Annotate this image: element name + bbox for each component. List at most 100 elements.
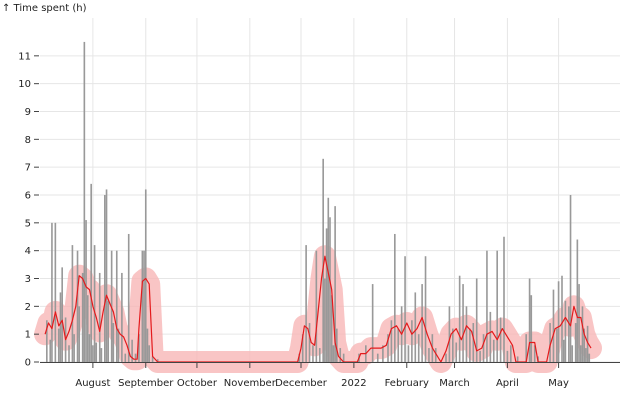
bar <box>336 328 338 362</box>
bar <box>71 245 74 362</box>
x-tick-label: September <box>118 378 174 389</box>
y-tick-label: 2 <box>25 302 31 313</box>
x-tick-label: December <box>275 378 328 389</box>
bar <box>318 348 321 362</box>
axes: 0 1 2 3 4 5 6 7 8 9 10 11 August September October Nove… <box>18 51 620 389</box>
bar <box>510 345 512 362</box>
bar <box>390 320 393 362</box>
bar <box>308 323 311 362</box>
bar <box>462 284 464 362</box>
bar <box>528 278 531 362</box>
bar <box>54 222 57 362</box>
bar <box>503 236 505 362</box>
bar <box>394 233 396 362</box>
bar <box>83 41 86 363</box>
bar <box>475 278 478 362</box>
bar <box>342 353 345 362</box>
y-tick-label: 4 <box>25 246 31 257</box>
bar <box>95 342 98 362</box>
y-tick-label: 7 <box>25 163 31 174</box>
bar <box>452 328 454 362</box>
x-tick-label: May <box>548 378 569 389</box>
bar <box>557 281 560 362</box>
bar <box>479 350 481 362</box>
bar <box>516 356 519 362</box>
bar <box>576 239 579 362</box>
bar <box>131 339 133 362</box>
bar <box>569 195 572 362</box>
bar <box>124 353 127 362</box>
bar <box>115 250 118 362</box>
bar <box>424 256 427 362</box>
bar <box>325 228 328 362</box>
bar <box>68 345 70 362</box>
bar <box>339 348 342 362</box>
bar <box>301 334 304 362</box>
x-tick-label: March <box>439 378 469 389</box>
y-tick-label: 9 <box>25 107 31 118</box>
bar <box>404 256 406 362</box>
x-tick-label: February <box>385 378 429 389</box>
bar <box>469 328 471 362</box>
bar <box>134 353 137 362</box>
bar <box>107 300 110 362</box>
bar <box>104 195 106 362</box>
bar <box>315 250 318 362</box>
bar <box>46 320 48 362</box>
y-tick-label: 5 <box>25 218 31 229</box>
bar <box>143 250 145 362</box>
bar <box>330 295 333 362</box>
bar <box>499 317 502 362</box>
bar <box>371 284 374 362</box>
bar <box>322 158 324 362</box>
bar <box>434 348 437 362</box>
bar <box>455 342 458 362</box>
bar <box>387 334 389 362</box>
y-tick-label: 10 <box>18 79 31 90</box>
bar <box>492 339 495 362</box>
bar <box>465 306 468 362</box>
bar <box>85 220 87 362</box>
bar <box>533 345 536 362</box>
bar <box>98 272 101 362</box>
y-tick-label: 11 <box>18 51 31 62</box>
bar <box>549 323 551 362</box>
bar <box>78 306 81 362</box>
bar <box>407 345 410 362</box>
bar <box>146 328 149 362</box>
bar <box>571 345 574 362</box>
bar <box>376 353 379 362</box>
bar <box>100 348 103 362</box>
bar <box>105 189 108 362</box>
bar <box>49 339 52 362</box>
bar <box>556 328 558 362</box>
bar <box>51 222 53 362</box>
bar <box>581 306 584 362</box>
bar <box>496 250 498 362</box>
x-tick-label: October <box>177 378 218 389</box>
bar <box>88 334 91 362</box>
bar <box>458 275 461 362</box>
bar <box>397 328 400 362</box>
bar <box>525 334 527 362</box>
bar <box>421 284 423 362</box>
bar <box>382 345 384 362</box>
x-tick-label: November <box>224 378 277 389</box>
bar <box>588 353 591 362</box>
bar <box>414 292 417 362</box>
y-tick-label: 0 <box>25 358 31 369</box>
y-tick-label: 3 <box>25 274 31 285</box>
bar <box>579 345 582 362</box>
bar <box>92 345 94 362</box>
bar <box>298 353 301 362</box>
bar <box>144 189 147 362</box>
y-axis-title: ↑ Time spent (h) <box>2 3 87 14</box>
bar <box>151 356 154 362</box>
x-tick-label: April <box>496 378 519 389</box>
bar <box>472 323 475 362</box>
bar <box>486 250 488 362</box>
bar <box>117 328 120 362</box>
x-tick-label: August <box>75 378 110 389</box>
bar <box>561 275 563 362</box>
bar <box>329 217 331 362</box>
